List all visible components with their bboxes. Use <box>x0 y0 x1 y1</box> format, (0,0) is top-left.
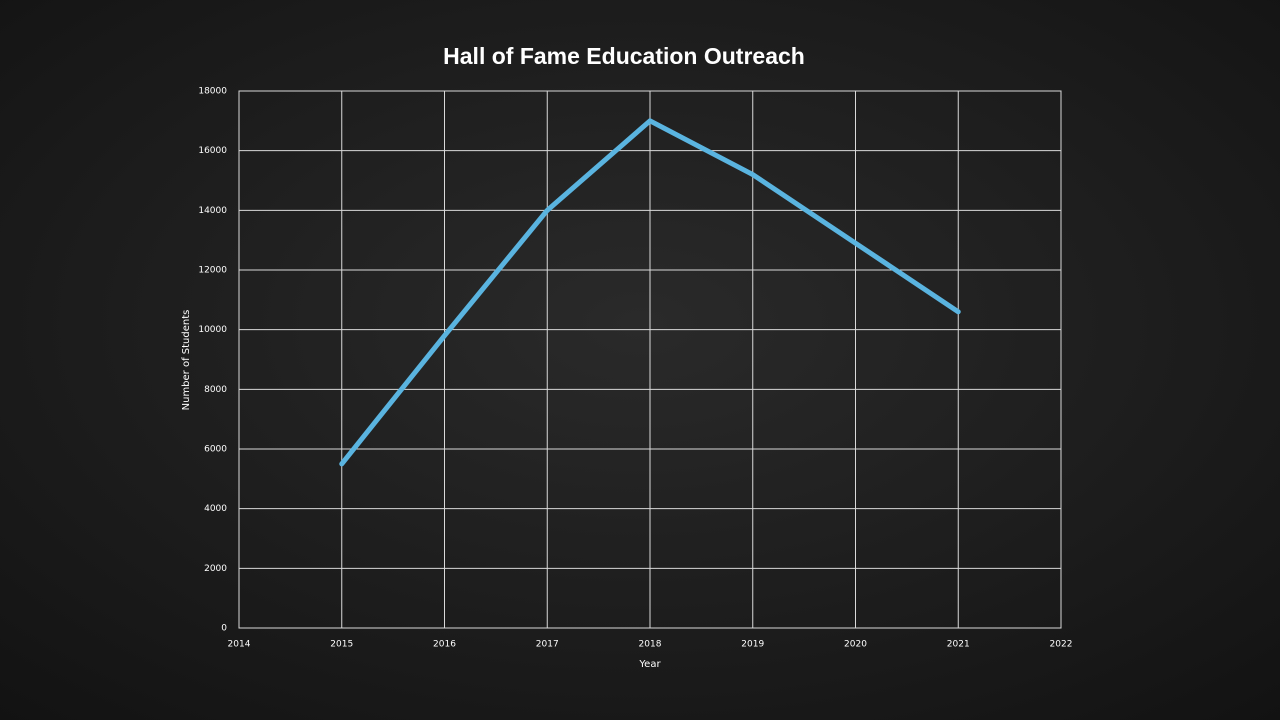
y-tick-label: 10000 <box>198 325 227 335</box>
y-tick-label: 18000 <box>198 87 227 97</box>
y-tick-label: 8000 <box>204 385 227 395</box>
data-line <box>339 118 961 467</box>
x-tick-label: 2022 <box>1050 640 1073 650</box>
x-tick-label: 2016 <box>433 640 456 650</box>
x-tick-label: 2020 <box>844 640 867 650</box>
y-tick-label: 16000 <box>198 146 227 156</box>
x-tick-label: 2015 <box>330 640 353 650</box>
x-tick-label: 2021 <box>947 640 970 650</box>
x-axis-label: Year <box>638 659 661 670</box>
y-tick-label: 6000 <box>204 445 227 455</box>
x-tick-label: 2019 <box>741 640 764 650</box>
y-axis-label: Number of Students <box>181 310 192 411</box>
chart-title: Hall of Fame Education Outreach <box>443 43 805 69</box>
y-tick-label: 12000 <box>198 266 227 276</box>
x-tick-label: 2017 <box>536 640 559 650</box>
y-tick-label: 4000 <box>204 504 227 514</box>
y-tick-label: 2000 <box>204 564 227 574</box>
y-tick-label: 14000 <box>198 206 227 216</box>
y-tick-label: 0 <box>221 624 227 634</box>
x-tick-label: 2018 <box>639 640 662 650</box>
x-tick-label: 2014 <box>228 640 251 650</box>
